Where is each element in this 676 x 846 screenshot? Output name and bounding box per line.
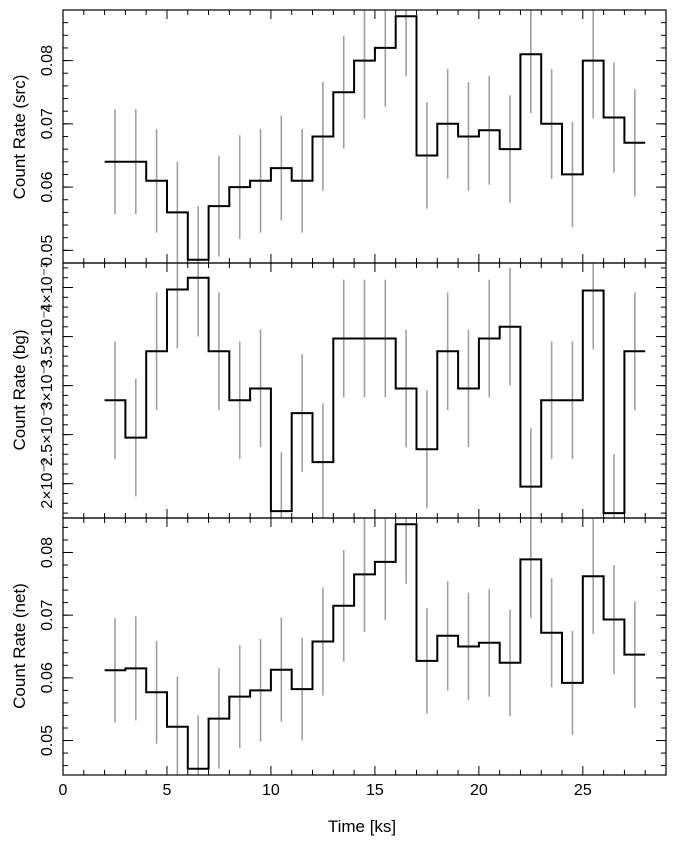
x-tick-label: 25 — [574, 782, 592, 799]
panel-frame-net — [62, 517, 667, 776]
y-axis-title-bg: Count Rate (bg) — [10, 330, 29, 451]
y-tick-label: 0.06 — [39, 662, 56, 693]
y-tick-label: 0.05 — [39, 235, 56, 266]
x-tick-label: 10 — [262, 782, 280, 799]
y-tick-label: 0.06 — [39, 171, 56, 202]
y-tick-label: 4×10⁻³ — [39, 262, 56, 312]
y-tick-label: 0.07 — [39, 108, 56, 139]
step-line-src — [104, 15, 646, 261]
y-axis-title-net: Count Rate (net) — [10, 583, 29, 709]
x-tick-label: 20 — [470, 782, 488, 799]
x-axis-title: Time [ks] — [328, 817, 396, 836]
x-tick-label: 5 — [163, 782, 172, 799]
y-tick-label: 0.08 — [39, 45, 56, 76]
x-tick-label: 0 — [59, 782, 68, 799]
y-axis-title-src: Count Rate (src) — [10, 75, 29, 200]
x-tick-label: 15 — [366, 782, 384, 799]
step-line-net — [104, 523, 646, 770]
y-tick-label: 2×10⁻³ — [39, 458, 56, 508]
y-tick-label: 3.5×10⁻³ — [39, 304, 56, 368]
step-line-bg — [104, 276, 646, 515]
y-tick-label: 0.08 — [39, 537, 56, 568]
y-tick-label: 3×10⁻³ — [39, 360, 56, 410]
y-tick-label: 2.5×10⁻³ — [39, 402, 56, 466]
y-tick-label: 0.07 — [39, 600, 56, 631]
y-tick-label: 0.05 — [39, 725, 56, 756]
